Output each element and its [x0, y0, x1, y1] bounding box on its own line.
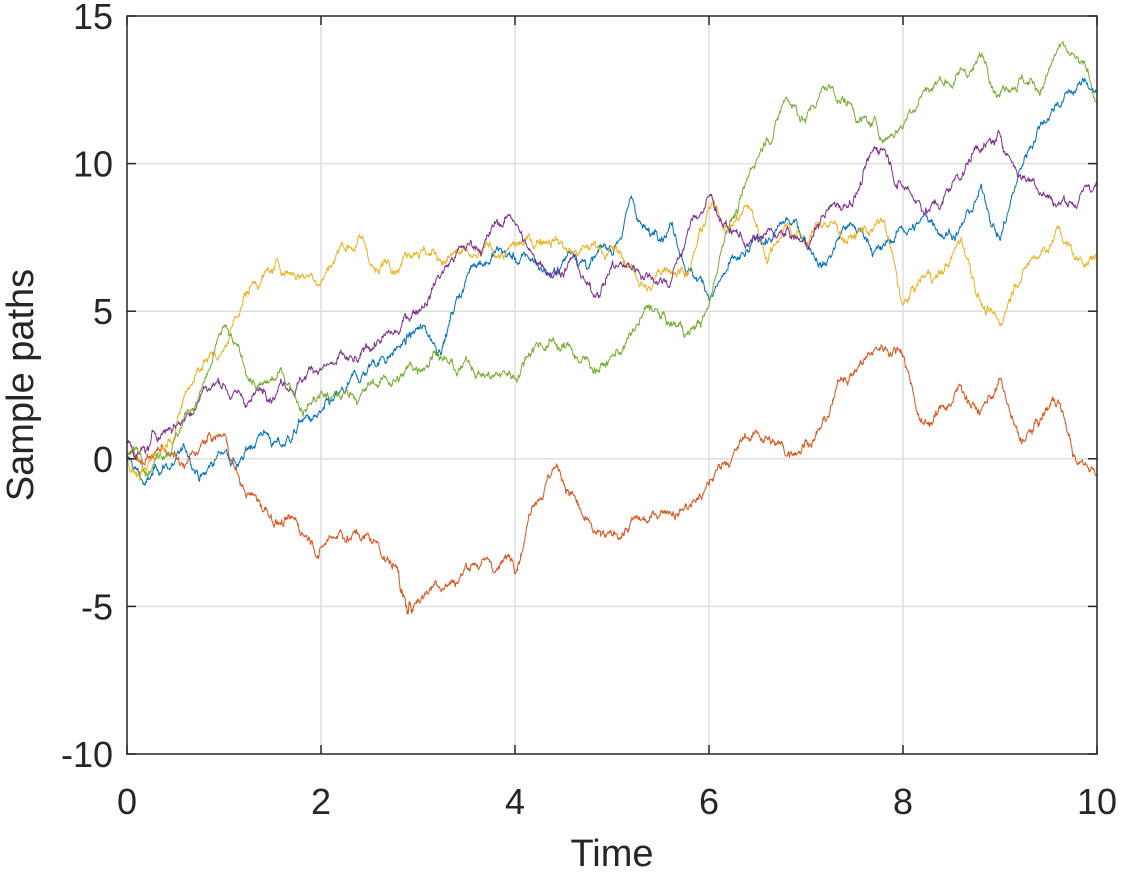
y-tick-label: 5	[93, 291, 113, 332]
y-tick-label: 10	[73, 144, 113, 185]
y-axis-label: Sample paths	[0, 269, 42, 501]
x-tick-label: 10	[1077, 781, 1117, 822]
y-tick-label: -10	[61, 734, 113, 775]
x-tick-label: 4	[505, 781, 525, 822]
series-line-4	[126, 129, 1098, 460]
series-line-2	[126, 344, 1098, 615]
x-tick-label: 2	[311, 781, 331, 822]
y-tick-label: -5	[81, 586, 113, 627]
y-tick-label: 15	[73, 0, 113, 37]
tick-marks	[126, 15, 1098, 755]
x-tick-label: 8	[893, 781, 913, 822]
series-line-5	[126, 40, 1098, 478]
series-lines	[126, 40, 1098, 615]
grid-lines	[127, 16, 1097, 754]
y-tick-labels: -10 -5 0 5 10 15	[61, 0, 113, 775]
series-line-1	[126, 77, 1098, 486]
series-line-3	[126, 199, 1098, 481]
x-tick-label: 0	[117, 781, 137, 822]
y-tick-label: 0	[93, 439, 113, 480]
plot-area-border	[126, 15, 1098, 755]
x-tick-labels: 0 2 4 6 8 10	[117, 781, 1117, 822]
x-tick-label: 6	[699, 781, 719, 822]
x-axis-label: Time	[570, 833, 653, 874]
